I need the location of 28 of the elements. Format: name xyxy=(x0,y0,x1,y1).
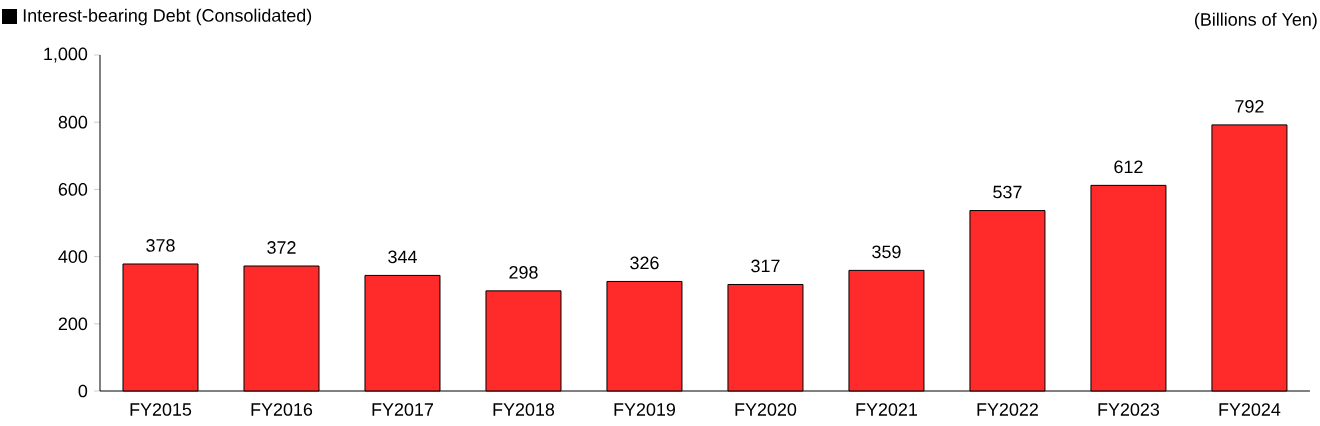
x-tick-label: FY2024 xyxy=(1219,403,1281,416)
x-tick-label: FY2017 xyxy=(372,403,433,416)
y-tick-label: 200 xyxy=(58,317,88,331)
data-label: 359 xyxy=(872,245,901,259)
data-label: 792 xyxy=(1235,99,1264,113)
y-axis-title: (Billions of Yen) xyxy=(1194,12,1317,30)
data-label: 612 xyxy=(1114,160,1143,174)
data-label: 326 xyxy=(630,256,659,270)
y-tick-label: 0 xyxy=(78,384,88,398)
y-tick-label: 800 xyxy=(58,115,88,129)
data-label: 298 xyxy=(509,265,538,279)
data-label: 344 xyxy=(388,250,417,264)
data-label: 372 xyxy=(267,241,296,254)
data-label: 537 xyxy=(993,185,1022,199)
y-tick-label: 1,000 xyxy=(44,47,88,63)
x-tick-label: FY2019 xyxy=(614,403,676,416)
data-label: 317 xyxy=(751,259,780,273)
x-tick-label: FY2023 xyxy=(1098,403,1160,416)
x-tick-label: FY2022 xyxy=(977,403,1038,416)
x-tick-label: FY2016 xyxy=(251,403,313,416)
data-label: 378 xyxy=(146,239,175,252)
x-tick-label: FY2020 xyxy=(735,403,797,416)
y-tick-label: 600 xyxy=(58,183,88,196)
x-tick-label: FY2018 xyxy=(493,403,555,416)
x-tick-label: FY2021 xyxy=(856,403,917,416)
y-tick-label: 400 xyxy=(58,250,88,263)
chart-title: Interest-bearing Debt (Consolidated) xyxy=(23,8,312,26)
x-tick-label: FY2015 xyxy=(130,403,192,416)
